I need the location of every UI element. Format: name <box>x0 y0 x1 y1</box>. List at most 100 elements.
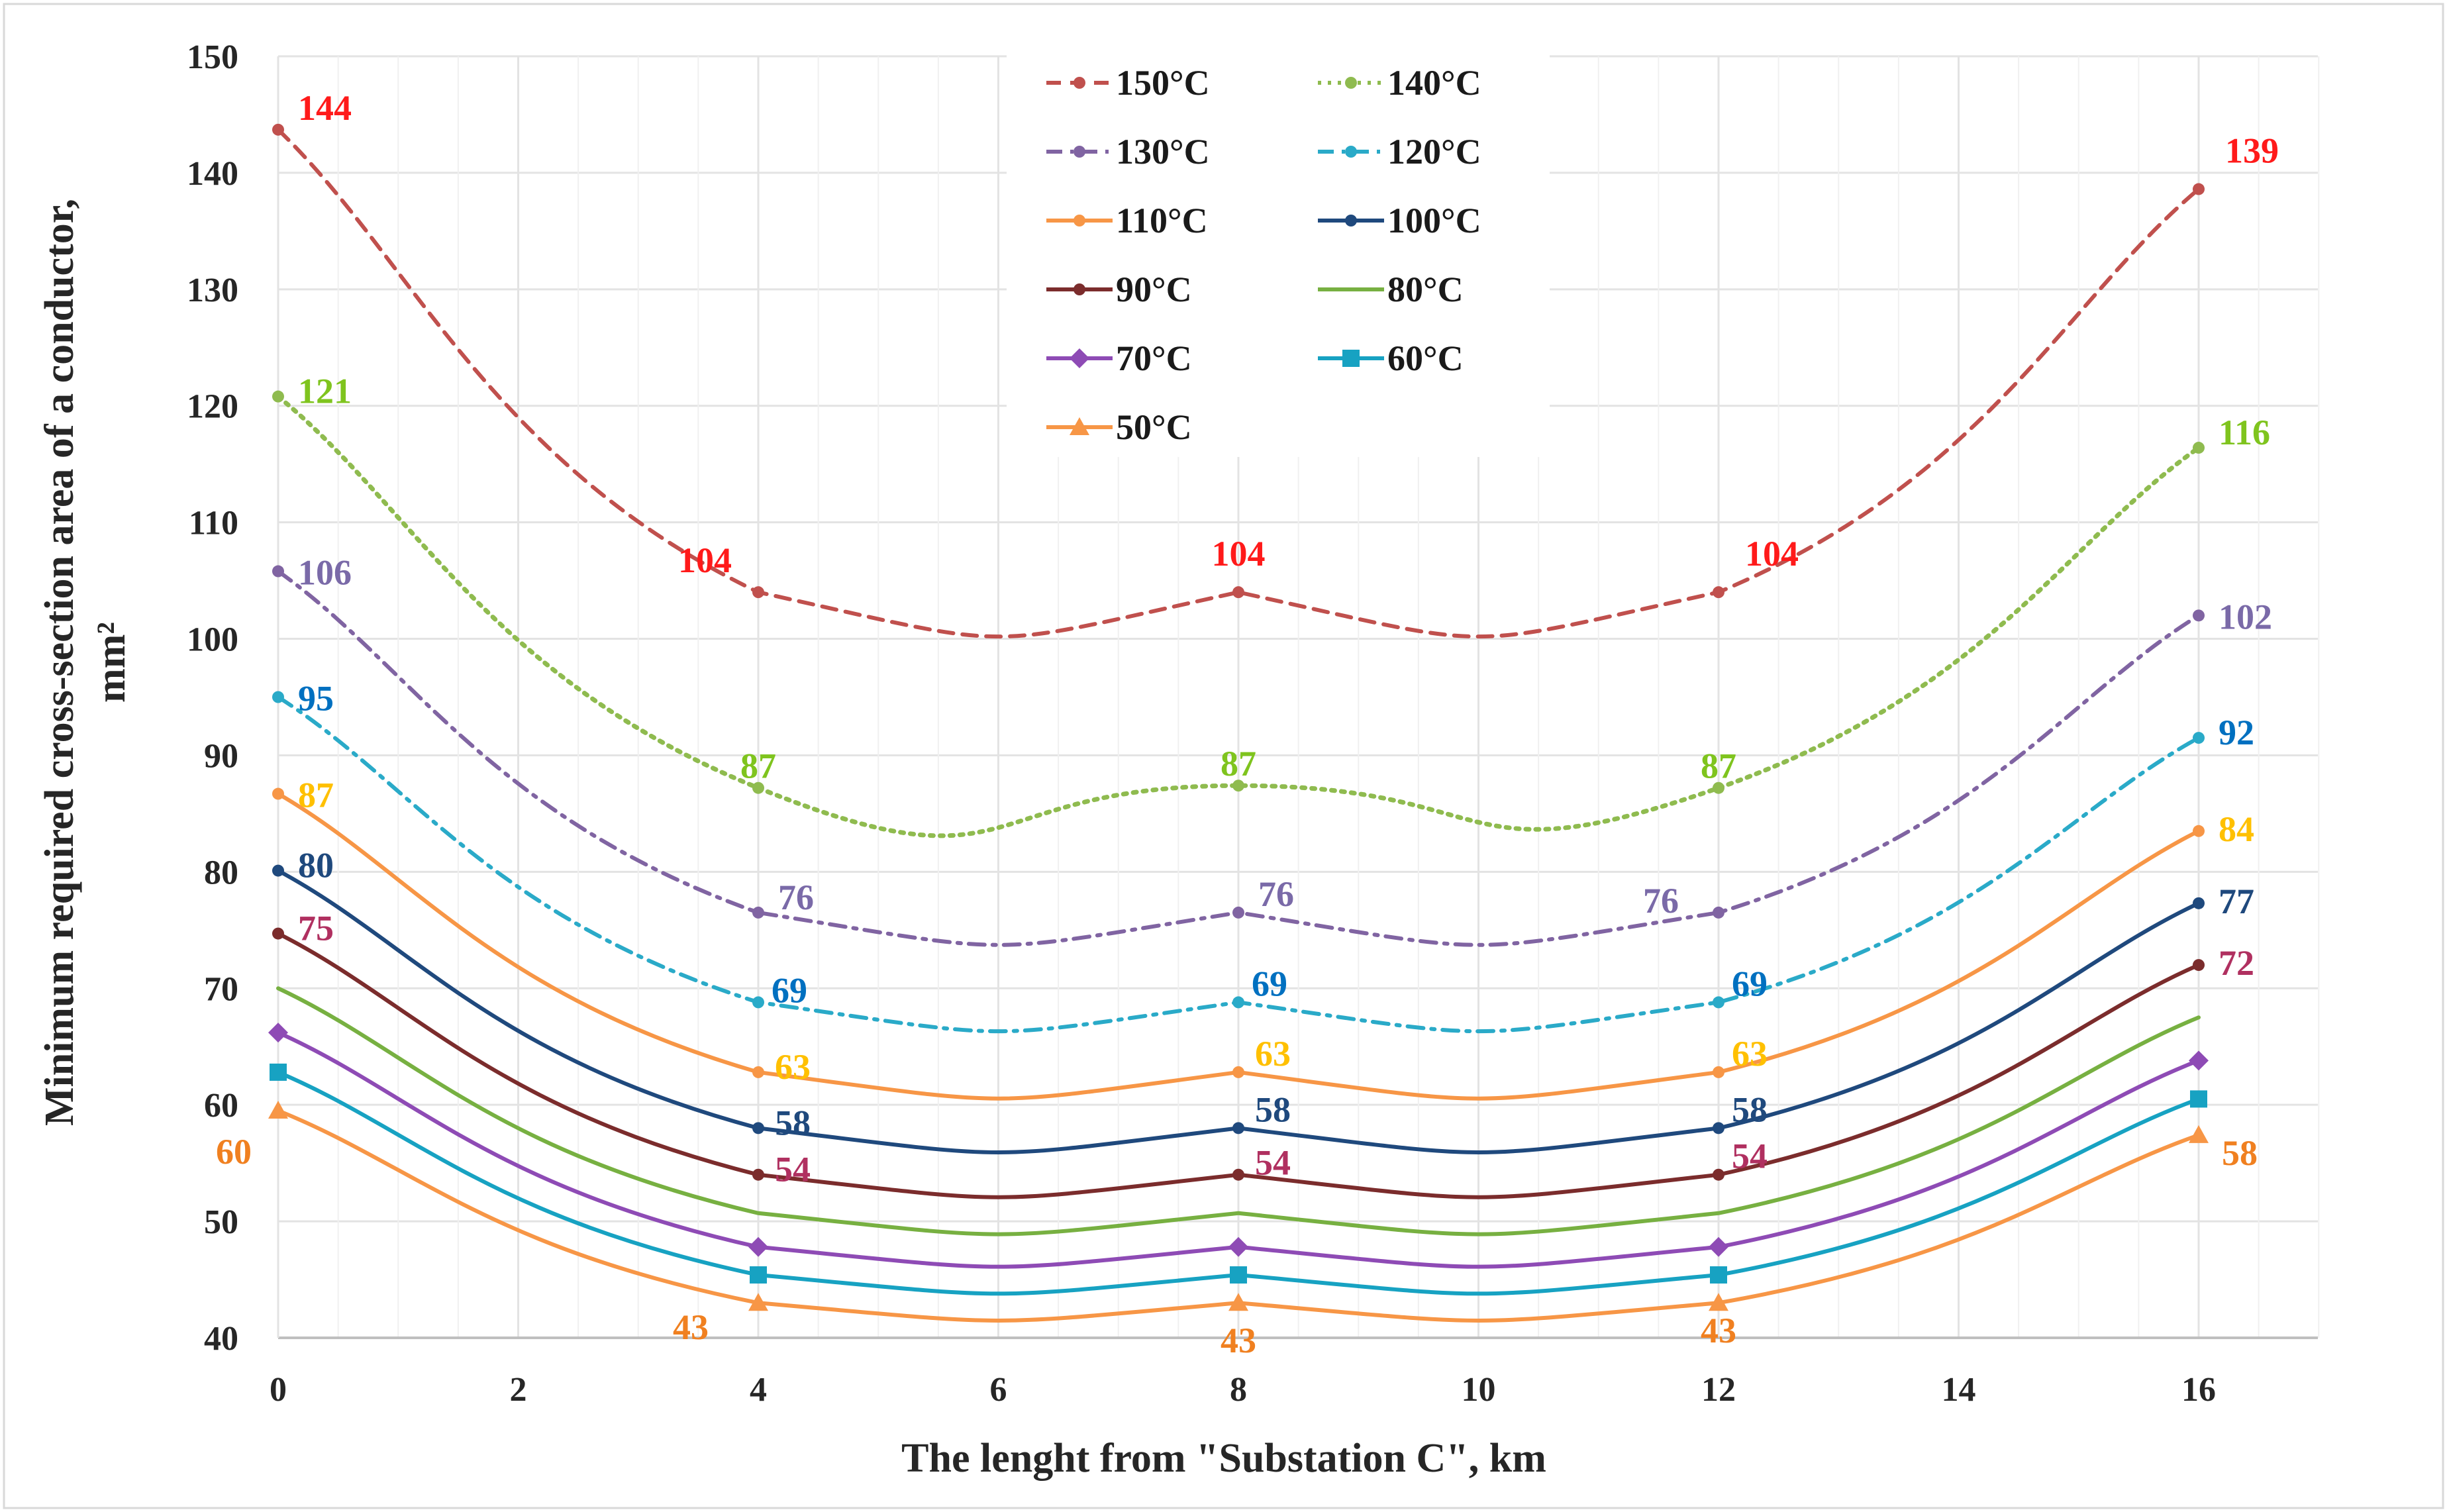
data-label: 69 <box>1252 964 1287 1003</box>
data-point <box>1709 1236 1728 1257</box>
data-point <box>752 906 764 919</box>
y-tick-label: 70 <box>204 970 238 1008</box>
data-point <box>1713 906 1724 919</box>
data-point <box>1713 996 1724 1009</box>
y-tick-label: 90 <box>204 737 238 775</box>
data-label: 84 <box>2219 809 2254 849</box>
data-point <box>2193 183 2205 195</box>
data-point <box>2190 1090 2207 1108</box>
y-tick-label: 50 <box>204 1203 238 1241</box>
data-label: 116 <box>2219 413 2270 452</box>
y-tick-label: 60 <box>204 1087 238 1125</box>
data-label: 54 <box>1255 1143 1291 1183</box>
data-label: 43 <box>1221 1321 1256 1360</box>
data-point <box>2193 732 2205 744</box>
legend-label: 90°C <box>1116 270 1192 309</box>
x-tick-label: 16 <box>2181 1371 2216 1409</box>
data-point <box>272 390 284 403</box>
data-point <box>1232 1066 1244 1078</box>
y-axis-title-unit: mm² <box>89 622 134 703</box>
legend-marker <box>1342 350 1360 367</box>
x-axis-title: The lenght from "Substation C", km <box>901 1436 1546 1481</box>
legend-label: 110°C <box>1116 201 1208 240</box>
data-point <box>1710 1266 1727 1284</box>
legend-label: 120°C <box>1387 132 1481 172</box>
legend-marker <box>1074 77 1085 89</box>
series-80c <box>276 986 2201 1236</box>
legend-box <box>1007 46 1550 457</box>
data-point <box>752 1066 764 1078</box>
data-point <box>1713 1066 1724 1078</box>
data-label: 58 <box>1732 1089 1768 1129</box>
data-point <box>270 1063 287 1081</box>
series-140c <box>272 390 2205 838</box>
data-point <box>272 123 284 136</box>
data-point <box>750 1266 767 1284</box>
data-label: 92 <box>2219 713 2254 752</box>
data-point <box>1713 781 1724 794</box>
data-label: 58 <box>1255 1089 1291 1129</box>
x-tick-label: 6 <box>990 1371 1007 1409</box>
legend-label: 60°C <box>1387 338 1464 378</box>
legend-label: 70°C <box>1116 338 1192 378</box>
legend-marker <box>1074 146 1085 158</box>
y-axis-title: Minimum required cross-section area of a… <box>37 199 82 1126</box>
data-label: 77 <box>2219 882 2254 921</box>
data-point <box>272 691 284 703</box>
y-tick-label: 110 <box>189 505 238 542</box>
data-point <box>1713 1122 1724 1134</box>
data-point <box>268 1023 288 1043</box>
data-label: 69 <box>1732 964 1768 1003</box>
data-label: 43 <box>1701 1311 1736 1350</box>
data-point <box>752 996 764 1009</box>
legend-label: 130°C <box>1116 132 1210 172</box>
y-tick-label: 120 <box>187 388 238 426</box>
data-label: 54 <box>1732 1136 1768 1176</box>
series-70c <box>268 1023 2209 1269</box>
data-label: 87 <box>298 776 334 815</box>
series-50c <box>268 1100 2209 1323</box>
data-point <box>1232 780 1244 792</box>
data-point <box>1232 996 1244 1009</box>
data-point <box>748 1293 768 1311</box>
data-label: 106 <box>298 553 352 593</box>
data-point <box>2193 609 2205 622</box>
data-label: 144 <box>298 88 352 128</box>
data-point <box>1228 1293 1248 1311</box>
legend-label: 100°C <box>1387 201 1481 240</box>
y-tick-label: 150 <box>187 38 238 76</box>
y-tick-label: 100 <box>187 621 238 659</box>
data-label: 80 <box>298 846 334 885</box>
x-tick-label: 14 <box>1942 1371 1976 1409</box>
data-label: 102 <box>2219 597 2272 636</box>
data-point <box>1713 586 1724 599</box>
data-label: 95 <box>298 679 334 719</box>
data-label: 63 <box>1255 1034 1291 1074</box>
legend-marker <box>1074 215 1085 227</box>
legend-label: 50°C <box>1116 407 1192 447</box>
x-tick-label: 4 <box>750 1371 767 1409</box>
data-label: 76 <box>778 878 814 917</box>
series-100c <box>272 864 2205 1154</box>
legend-label: 140°C <box>1387 63 1481 103</box>
x-tick-label: 2 <box>510 1371 527 1409</box>
series-130c <box>272 565 2205 947</box>
data-label: 76 <box>1643 881 1679 921</box>
data-label: 87 <box>1701 746 1736 786</box>
legend-marker <box>1345 77 1357 89</box>
data-label: 54 <box>775 1150 811 1189</box>
legend-label: 80°C <box>1387 270 1464 309</box>
data-point <box>1230 1266 1247 1284</box>
data-label: 72 <box>2219 943 2254 983</box>
y-tick-label: 80 <box>204 854 238 891</box>
data-point <box>2193 825 2205 837</box>
data-point <box>268 1100 288 1119</box>
data-label: 87 <box>1221 744 1256 783</box>
x-tick-label: 0 <box>270 1371 287 1409</box>
data-point <box>2189 1125 2209 1143</box>
data-label: 104 <box>678 540 732 580</box>
legend-marker <box>1345 215 1357 227</box>
legend-marker <box>1345 146 1357 158</box>
data-point <box>748 1236 768 1257</box>
